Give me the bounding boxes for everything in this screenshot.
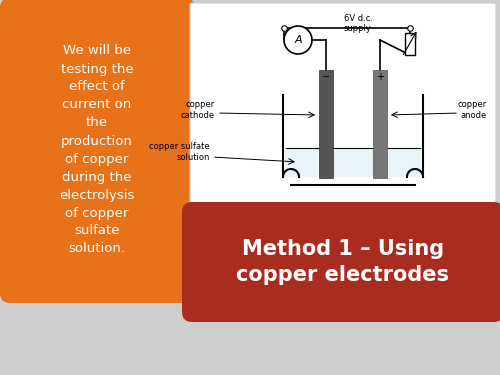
Text: +: + (376, 72, 384, 82)
Bar (285, 148, 421, 177)
Bar (373, 70, 387, 178)
FancyBboxPatch shape (190, 3, 496, 207)
Text: copper
anode: copper anode (458, 100, 487, 120)
Text: copper sulfate
solution: copper sulfate solution (150, 142, 210, 162)
Text: We will be
testing the
effect of
current on
the
production
of copper
during the
: We will be testing the effect of current… (60, 45, 134, 255)
Text: Method 1 – Using
copper electrodes: Method 1 – Using copper electrodes (236, 239, 450, 285)
Bar (319, 70, 333, 178)
FancyBboxPatch shape (0, 0, 195, 303)
Text: copper
cathode: copper cathode (181, 100, 215, 120)
Text: A: A (294, 35, 302, 45)
Text: 6V d.c.
supply: 6V d.c. supply (344, 14, 372, 33)
Circle shape (284, 26, 312, 54)
Text: −: − (322, 72, 330, 82)
FancyBboxPatch shape (182, 202, 500, 322)
Bar (405, 33, 415, 55)
